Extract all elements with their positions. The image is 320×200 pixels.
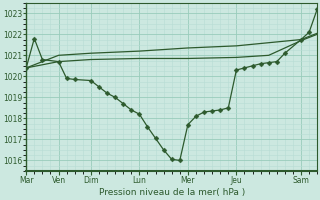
- X-axis label: Pression niveau de la mer( hPa ): Pression niveau de la mer( hPa ): [99, 188, 245, 197]
